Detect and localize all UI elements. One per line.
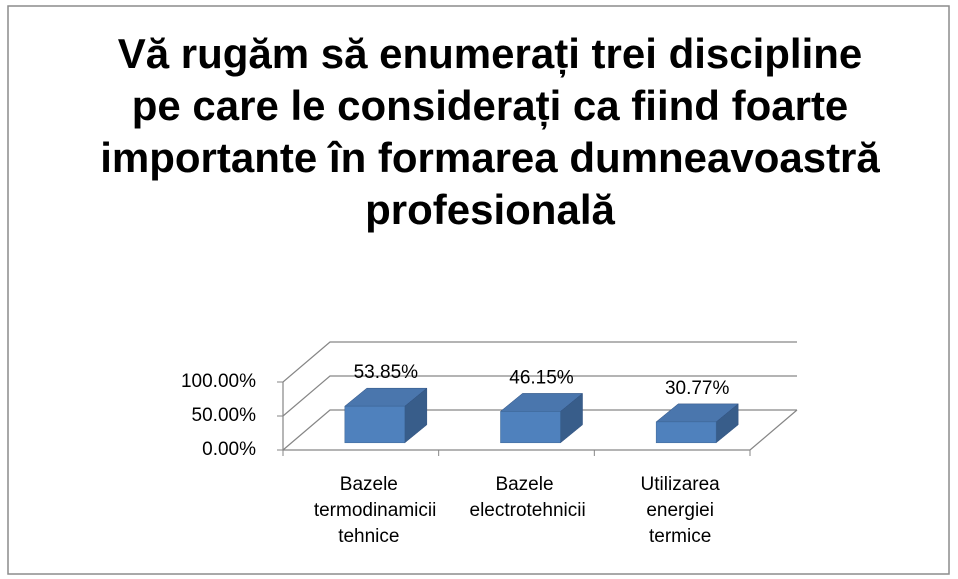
y-tick-label: 0.00% (202, 439, 256, 460)
x-tick-label: Bazele electrotehnicii (469, 474, 586, 521)
bar (344, 405, 406, 444)
bar (500, 411, 561, 444)
x-tick-label: Utilizarea energiei termice (640, 474, 720, 547)
grid-line (282, 375, 797, 417)
grid-line (282, 409, 797, 451)
value-label: 53.85% (354, 362, 419, 383)
grid-line (282, 341, 797, 383)
bar (655, 421, 717, 444)
value-label: 30.77% (665, 378, 730, 399)
x-tick-label: Bazele termodinamicii tehnice (313, 474, 437, 547)
y-tick-label: 50.00% (192, 405, 257, 426)
y-tick-label: 100.00% (181, 371, 256, 392)
chart-border (7, 5, 950, 575)
value-label: 46.15% (509, 367, 574, 388)
chart-title: Vă rugăm să enumerați trei discipline pe… (100, 30, 880, 233)
